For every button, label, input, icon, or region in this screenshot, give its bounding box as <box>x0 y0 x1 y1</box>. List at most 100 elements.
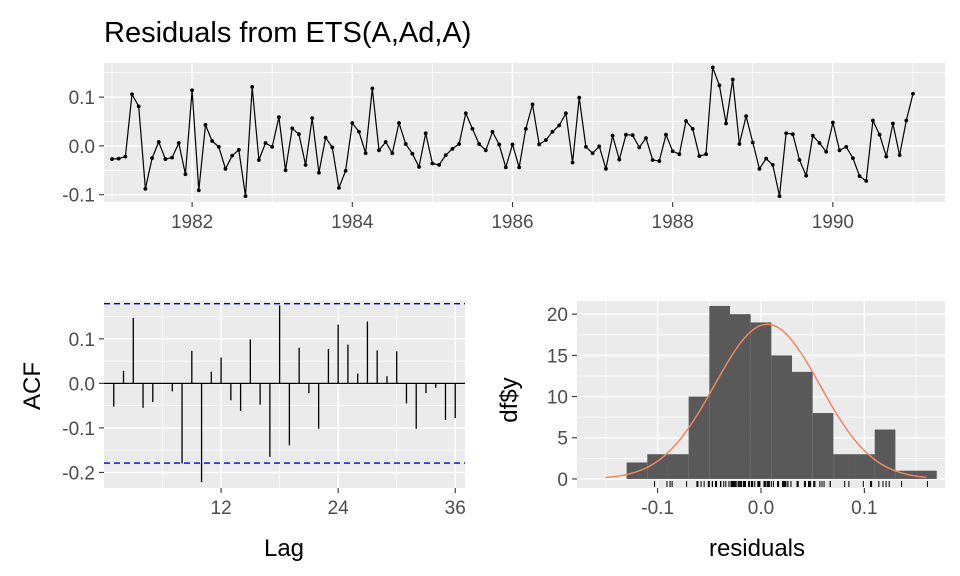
timeseries-panel: 1982 1984 1986 1988 1990 -0.1 0.0 0.1 <box>62 63 945 233</box>
histogram-axes: -0.1 0.0 0.1 0 5 10 15 20 <box>547 305 878 519</box>
residual-point <box>523 126 528 131</box>
x-tick-label: -0.1 <box>641 498 674 519</box>
residual-point <box>570 160 575 165</box>
residual-point <box>363 151 368 156</box>
x-tick-label: 12 <box>211 498 232 519</box>
residual-point <box>864 179 869 183</box>
acf-panel: 12 24 36 -0.2 -0.1 0.0 0.1 Lag ACF <box>19 301 466 562</box>
residual-point <box>664 132 668 137</box>
residual-point <box>837 148 842 153</box>
residual-point <box>410 151 415 156</box>
chart-title: Residuals from ETS(A,Ad,A) <box>104 17 471 49</box>
residual-point <box>817 141 822 145</box>
residual-point <box>497 142 502 147</box>
residual-point <box>290 126 295 131</box>
y-tick-label: 10 <box>547 388 568 409</box>
residual-point <box>624 132 628 137</box>
histogram-panel: -0.1 0.0 0.1 0 5 10 15 20 residuals df$y <box>496 301 945 562</box>
residual-point <box>704 152 708 157</box>
residual-point <box>357 129 361 134</box>
residual-point <box>644 136 648 141</box>
residual-point <box>777 194 782 199</box>
residual-point <box>490 129 495 134</box>
residual-point <box>764 156 769 161</box>
histogram-x-axis-label: residuals <box>709 535 805 562</box>
residual-point <box>317 170 321 175</box>
residual-point <box>223 166 228 171</box>
residual-point <box>323 135 328 140</box>
residual-point <box>156 140 161 144</box>
x-tick-label: 1986 <box>491 212 533 233</box>
residual-point <box>383 140 388 144</box>
x-tick-label: 1982 <box>171 212 213 233</box>
residual-point <box>584 144 588 149</box>
histogram-bar <box>916 470 937 479</box>
residual-point <box>590 151 595 156</box>
residual-point <box>343 168 348 173</box>
residual-point <box>617 157 622 162</box>
acf-x-axis-label: Lag <box>264 535 304 562</box>
residual-point <box>884 154 889 159</box>
residual-point <box>911 91 915 96</box>
histogram-bar <box>729 314 751 479</box>
y-tick-label: 0.0 <box>69 374 95 395</box>
residual-point <box>503 165 508 170</box>
histogram-bar <box>771 355 793 479</box>
residual-point <box>630 133 635 138</box>
residual-point <box>163 157 168 161</box>
acf-plot-background <box>104 301 465 488</box>
residual-point <box>810 133 815 138</box>
x-tick-label: 24 <box>328 498 350 519</box>
residual-point <box>550 129 555 134</box>
residual-point <box>563 111 568 116</box>
residual-point <box>136 104 141 109</box>
histogram-bar <box>750 322 772 479</box>
residual-point <box>597 144 602 149</box>
residual-point <box>891 121 895 126</box>
residual-point <box>577 95 582 100</box>
residual-point <box>170 155 174 160</box>
y-tick-label: 0 <box>557 470 568 491</box>
residual-point <box>824 149 829 154</box>
residual-point <box>330 145 335 150</box>
y-tick-label: 0.0 <box>69 137 95 158</box>
residual-point <box>250 84 255 89</box>
y-tick-label: -0.1 <box>62 419 95 440</box>
residual-point <box>283 168 288 173</box>
residual-point <box>790 132 795 137</box>
x-tick-label: 1984 <box>331 212 374 233</box>
residual-point <box>610 133 615 138</box>
residual-point <box>430 161 435 166</box>
residual-point <box>750 140 755 145</box>
y-tick-label: 0.1 <box>69 330 95 351</box>
residual-point <box>303 163 308 167</box>
residual-point <box>310 116 315 121</box>
y-tick-label: -0.2 <box>62 463 95 484</box>
residual-point <box>737 142 742 146</box>
residual-point <box>744 114 748 119</box>
residual-point <box>650 158 655 162</box>
x-tick-label: 36 <box>445 498 466 519</box>
histogram-bar <box>812 413 834 479</box>
residual-point <box>463 111 468 116</box>
y-tick-label: 20 <box>547 305 568 326</box>
histogram-bar <box>626 462 648 479</box>
residual-point <box>203 123 208 127</box>
residual-point <box>276 115 281 120</box>
residual-point <box>397 121 401 125</box>
residual-point <box>871 118 875 123</box>
residual-point <box>296 132 301 137</box>
residual-point <box>850 156 855 161</box>
timeseries-marks <box>110 65 915 199</box>
residual-point <box>143 186 148 191</box>
residual-point <box>236 147 241 152</box>
residual-point <box>730 77 735 82</box>
residual-point <box>243 194 248 199</box>
residual-point <box>784 131 789 136</box>
x-tick-label: 1988 <box>652 212 694 233</box>
residual-point <box>670 149 675 154</box>
residual-point <box>123 154 128 159</box>
residual-point <box>530 102 535 107</box>
residual-point <box>210 139 215 143</box>
